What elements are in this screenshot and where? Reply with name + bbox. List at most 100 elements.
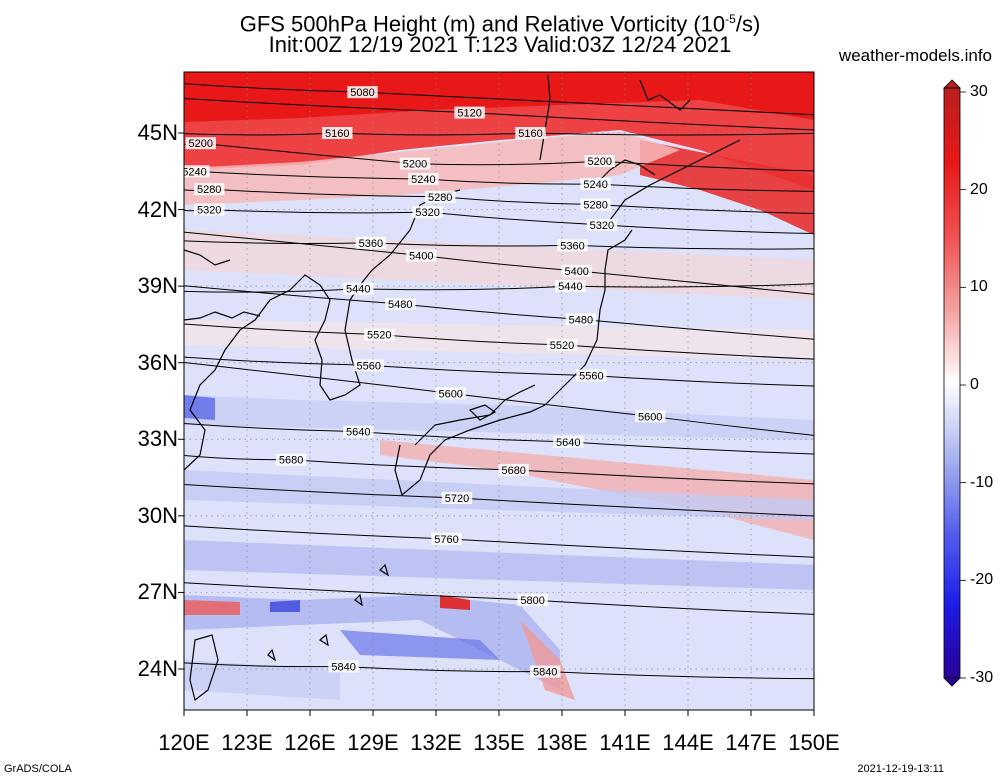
contour-label: 5240 (411, 174, 435, 186)
contour-label-bg (546, 338, 578, 351)
x-tick-label: 147E (725, 730, 777, 755)
contour-label: 5240 (583, 179, 607, 191)
contour-label: 5280 (197, 184, 221, 196)
contour-label-bg (275, 453, 307, 466)
y-tick-label: 45N (137, 120, 178, 145)
contour-label: 5720 (445, 493, 469, 505)
contour-label: 5840 (331, 661, 355, 673)
contour-label-bg (586, 218, 618, 231)
height-contour (184, 423, 814, 455)
height-contour (184, 83, 814, 116)
contour-label-bg (530, 665, 561, 678)
contour-label-bg (385, 298, 416, 311)
contour-label-bg (580, 178, 611, 191)
x-tick-label: 126E (284, 730, 336, 755)
source-website: weather-models.info (838, 46, 992, 65)
contour-label-bg (584, 155, 615, 168)
x-tick-label: 132E (410, 730, 462, 755)
colorbar-label: -10 (970, 473, 994, 491)
contour-label: 5280 (428, 192, 452, 204)
contour-label-bg (347, 86, 378, 99)
contour-label: 5320 (197, 205, 221, 217)
height-contour (184, 240, 814, 250)
colorbar-label: 0 (970, 376, 979, 393)
generation-timestamp: 2021-12-19-13:11 (857, 763, 944, 775)
contour-label: 5480 (569, 314, 593, 326)
contour-label: 5160 (325, 128, 349, 140)
contour-label-bg (185, 137, 216, 150)
contour-label-bg (555, 280, 586, 293)
contour-label: 5600 (438, 388, 462, 400)
contour-label-bg (517, 594, 548, 607)
contour-label: 5360 (560, 240, 584, 252)
height-contour (184, 662, 814, 680)
x-tick-label: 129E (347, 730, 399, 755)
contour-label: 5280 (583, 199, 607, 211)
map-title-line2: Init:00Z 12/19 2021 T:123 Valid:03Z 12/2… (268, 32, 732, 57)
height-contour (184, 362, 814, 436)
contour-label-bg (322, 127, 353, 139)
contour-label: 5400 (564, 266, 588, 278)
contour-label-bg (553, 435, 584, 448)
map-title-line1: GFS 500hPa Height (m) and Relative Vorti… (239, 11, 761, 37)
contour-label: 5440 (558, 281, 582, 293)
contour-label-bg (498, 463, 529, 476)
contour-label-bg (565, 313, 597, 326)
contour-label: 5200 (588, 156, 612, 168)
contour-label: 5080 (350, 87, 374, 99)
contour-label-bg (399, 157, 431, 170)
contour-label-bg (406, 249, 437, 262)
colorbar-label: 10 (970, 278, 988, 296)
contour-label-bg (364, 328, 395, 341)
x-tick-label: 144E (662, 730, 714, 755)
contour-label-bg (425, 190, 456, 203)
y-tick-label: 39N (137, 273, 178, 299)
contour-label: 5640 (346, 427, 370, 439)
contour-label-bg (561, 264, 592, 277)
height-contour (184, 283, 814, 293)
contour-label: 5200 (189, 138, 213, 150)
contour-label-bg (412, 206, 443, 219)
contour-label-bg (194, 183, 225, 196)
contour-label-bg (355, 236, 387, 249)
y-tick-label: 30N (137, 502, 178, 528)
contour-label: 5160 (518, 128, 542, 140)
contour-label: 5560 (357, 360, 381, 372)
contour-label-bg (408, 172, 439, 185)
contour-label-bg (635, 410, 666, 423)
contour-label: 5240 (182, 166, 206, 178)
contour-label-bg (431, 532, 462, 545)
contour-label: 5760 (434, 534, 458, 546)
height-contour (184, 356, 814, 387)
contour-label-bg (343, 282, 374, 295)
contour-label: 5480 (388, 299, 412, 311)
contour-label-bg (343, 425, 374, 438)
contour-label-bg (515, 127, 546, 139)
contour-label: 5440 (346, 284, 370, 296)
contour-label: 5200 (403, 159, 427, 171)
colorbar (943, 79, 966, 687)
colorbar-label: -20 (970, 571, 994, 589)
contour-label: 5600 (638, 411, 662, 423)
y-tick-label: 42N (137, 196, 178, 222)
contour-label: 5360 (359, 238, 383, 250)
x-tick-label: 141E (599, 730, 651, 755)
contour-label: 5680 (279, 455, 303, 467)
contour-label-bg (557, 239, 588, 252)
contour-label: 5520 (550, 340, 574, 352)
contour-label: 5640 (556, 437, 580, 449)
y-tick-label: 36N (137, 349, 178, 375)
contour-label: 5320 (415, 207, 439, 219)
height-contour (184, 231, 814, 295)
contour-label-bg (353, 359, 384, 372)
x-tick-label: 135E (473, 730, 525, 755)
height-contour (184, 454, 814, 485)
x-tick-label: 120E (158, 730, 210, 755)
contour-label: 5320 (590, 220, 614, 232)
x-tick-label: 123E (221, 730, 273, 755)
y-tick-label: 33N (137, 426, 178, 452)
height-contour (184, 285, 814, 340)
contour-label-bg (576, 369, 607, 382)
contour-label: 5400 (409, 251, 433, 263)
contour-label-bg (194, 203, 225, 216)
